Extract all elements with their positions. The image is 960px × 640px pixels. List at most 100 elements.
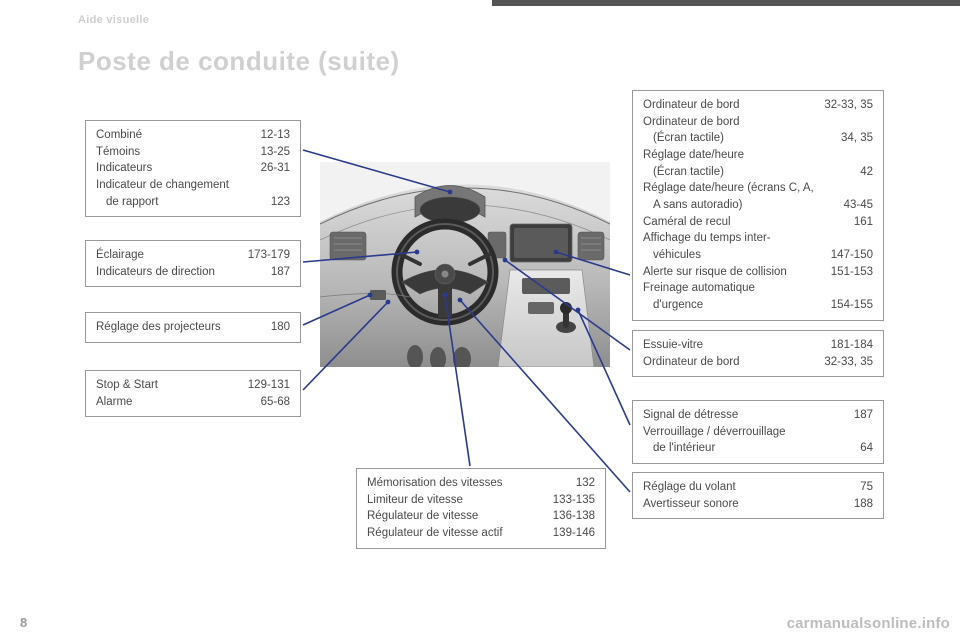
callout-vitesses: Mémorisation des vitesses132Limiteur de …: [356, 468, 606, 549]
callout-pages: 34, 35: [835, 130, 873, 147]
callout-label: Alerte sur risque de collision: [643, 264, 815, 281]
callout-row: Essuie-vitre 181-184: [643, 337, 873, 354]
callout-pages: 187: [848, 407, 873, 424]
callout-pages: [867, 180, 873, 197]
callout-pages: [867, 230, 873, 247]
callout-row: (Écran tactile) 42: [643, 164, 873, 181]
callout-eclairage: Éclairage 173-179Indicateurs de direction…: [85, 240, 301, 287]
callout-row: Stop & Start 129-131: [96, 377, 290, 394]
callout-row: Combiné 12-13: [96, 127, 290, 144]
watermark: carmanualsonline.info: [787, 615, 950, 632]
callout-label: de l'intérieur: [643, 440, 844, 457]
callout-combine: Combiné 12-13 Témoins 13-25 Indicateurs 26-31…: [85, 120, 301, 217]
page-number: 8: [20, 615, 27, 630]
callout-label: Ordinateur de bord: [643, 354, 808, 371]
callout-label: Affichage du temps inter-: [643, 230, 857, 247]
callout-label: Signal de détresse: [643, 407, 838, 424]
callout-row: de rapport 123: [96, 194, 290, 211]
callout-pages: 43-45: [838, 197, 873, 214]
callout-projecteurs: Réglage des projecteurs 180: [85, 312, 301, 343]
callout-row: Alarme65-68: [96, 394, 290, 411]
callout-label: Essuie-vitre: [643, 337, 815, 354]
callout-label: véhicules: [643, 247, 815, 264]
callout-pages: 132: [570, 475, 595, 492]
callout-label: Limiteur de vitesse: [367, 492, 537, 509]
callout-pages: [867, 114, 873, 131]
callout-row: Réglage date/heure: [643, 147, 873, 164]
callout-label: Réglage des projecteurs: [96, 319, 255, 336]
callout-label: Verrouillage / déverrouillage: [643, 424, 857, 441]
callout-row: Réglage du volant 75: [643, 479, 873, 496]
callout-row: Mémorisation des vitesses 132: [367, 475, 595, 492]
callout-label: d'urgence: [643, 297, 815, 314]
callout-pages: 161: [848, 214, 873, 231]
callout-pages: 180: [265, 319, 290, 336]
callout-pages: 26-31: [255, 160, 290, 177]
section-label: Aide visuelle: [78, 14, 149, 26]
callout-pages: 123: [265, 194, 290, 211]
callout-pages: 64: [854, 440, 873, 457]
callout-row: d'urgence 154-155: [643, 297, 873, 314]
callout-pages: [867, 147, 873, 164]
dashboard-illustration: [320, 162, 610, 367]
callout-label: Témoins: [96, 144, 245, 161]
callout-pages: 154-155: [825, 297, 873, 314]
callout-ordinateur: Ordinateur de bord32-33, 35Ordinateur de…: [632, 90, 884, 321]
callout-label: de rapport: [96, 194, 255, 211]
callout-label: Avertisseur sonore: [643, 496, 838, 513]
callout-label: Réglage du volant: [643, 479, 844, 496]
callout-signal-detresse: Signal de détresse 187Verrouillage / déve…: [632, 400, 884, 464]
callout-label: Ordinateur de bord: [643, 97, 808, 114]
callout-label: Indicateurs de direction: [96, 264, 255, 281]
callout-row: Verrouillage / déverrouillage: [643, 424, 873, 441]
callout-row: Affichage du temps inter-: [643, 230, 873, 247]
callout-row: Limiteur de vitesse133-135: [367, 492, 595, 509]
callout-row: Ordinateur de bord32-33, 35: [643, 97, 873, 114]
callout-label: Mémorisation des vitesses: [367, 475, 560, 492]
callout-pages: 12-13: [255, 127, 290, 144]
callout-essuie-vitre: Essuie-vitre 181-184 Ordinateur de bord 32-…: [632, 330, 884, 377]
callout-pages: [867, 280, 873, 297]
callout-row: Caméral de recul161: [643, 214, 873, 231]
callout-pages: 42: [854, 164, 873, 181]
callout-row: Indicateurs 26-31: [96, 160, 290, 177]
callout-row: Réglage date/heure (écrans C, A,: [643, 180, 873, 197]
callout-row: Avertisseur sonore 188: [643, 496, 873, 513]
callout-row: Réglage des projecteurs 180: [96, 319, 290, 336]
callout-row: Signal de détresse 187: [643, 407, 873, 424]
callout-label: Éclairage: [96, 247, 232, 264]
callout-pages: 147-150: [825, 247, 873, 264]
callout-pages: 187: [265, 264, 290, 281]
callout-label: Réglage date/heure (écrans C, A,: [643, 180, 857, 197]
callout-pages: [867, 424, 873, 441]
callout-row: Indicateurs de direction 187: [96, 264, 290, 281]
callout-label: Régulateur de vitesse: [367, 508, 537, 525]
callout-stop-start: Stop & Start 129-131Alarme65-68: [85, 370, 301, 417]
callout-pages: 139-146: [547, 525, 595, 542]
callout-row: Régulateur de vitesse136-138: [367, 508, 595, 525]
callout-pages: 151-153: [825, 264, 873, 281]
callout-label: Réglage date/heure: [643, 147, 857, 164]
callout-label: Combiné: [96, 127, 245, 144]
callout-label: Indicateurs: [96, 160, 245, 177]
callout-row: Éclairage 173-179: [96, 247, 290, 264]
callout-label: Stop & Start: [96, 377, 232, 394]
callout-row: Ordinateur de bord 32-33, 35: [643, 354, 873, 371]
page-title: Poste de conduite (suite): [78, 46, 400, 77]
callout-label: (Écran tactile): [643, 164, 844, 181]
callout-pages: 75: [854, 479, 873, 496]
callout-pages: 32-33, 35: [818, 354, 873, 371]
callout-row: (Écran tactile) 34, 35: [643, 130, 873, 147]
callout-row: Ordinateur de bord: [643, 114, 873, 131]
callout-row: Régulateur de vitesse actif139-146: [367, 525, 595, 542]
manual-page: Aide visuelle Poste de conduite (suite) …: [0, 0, 960, 640]
callout-pages: 129-131: [242, 377, 290, 394]
callout-pages: 181-184: [825, 337, 873, 354]
callout-label: Freinage automatique: [643, 280, 857, 297]
callout-label: (Écran tactile): [643, 130, 825, 147]
callout-pages: 13-25: [255, 144, 290, 161]
callout-pages: 173-179: [242, 247, 290, 264]
callout-label: Ordinateur de bord: [643, 114, 857, 131]
callout-label: Indicateur de changement: [96, 177, 274, 194]
callout-pages: 188: [848, 496, 873, 513]
